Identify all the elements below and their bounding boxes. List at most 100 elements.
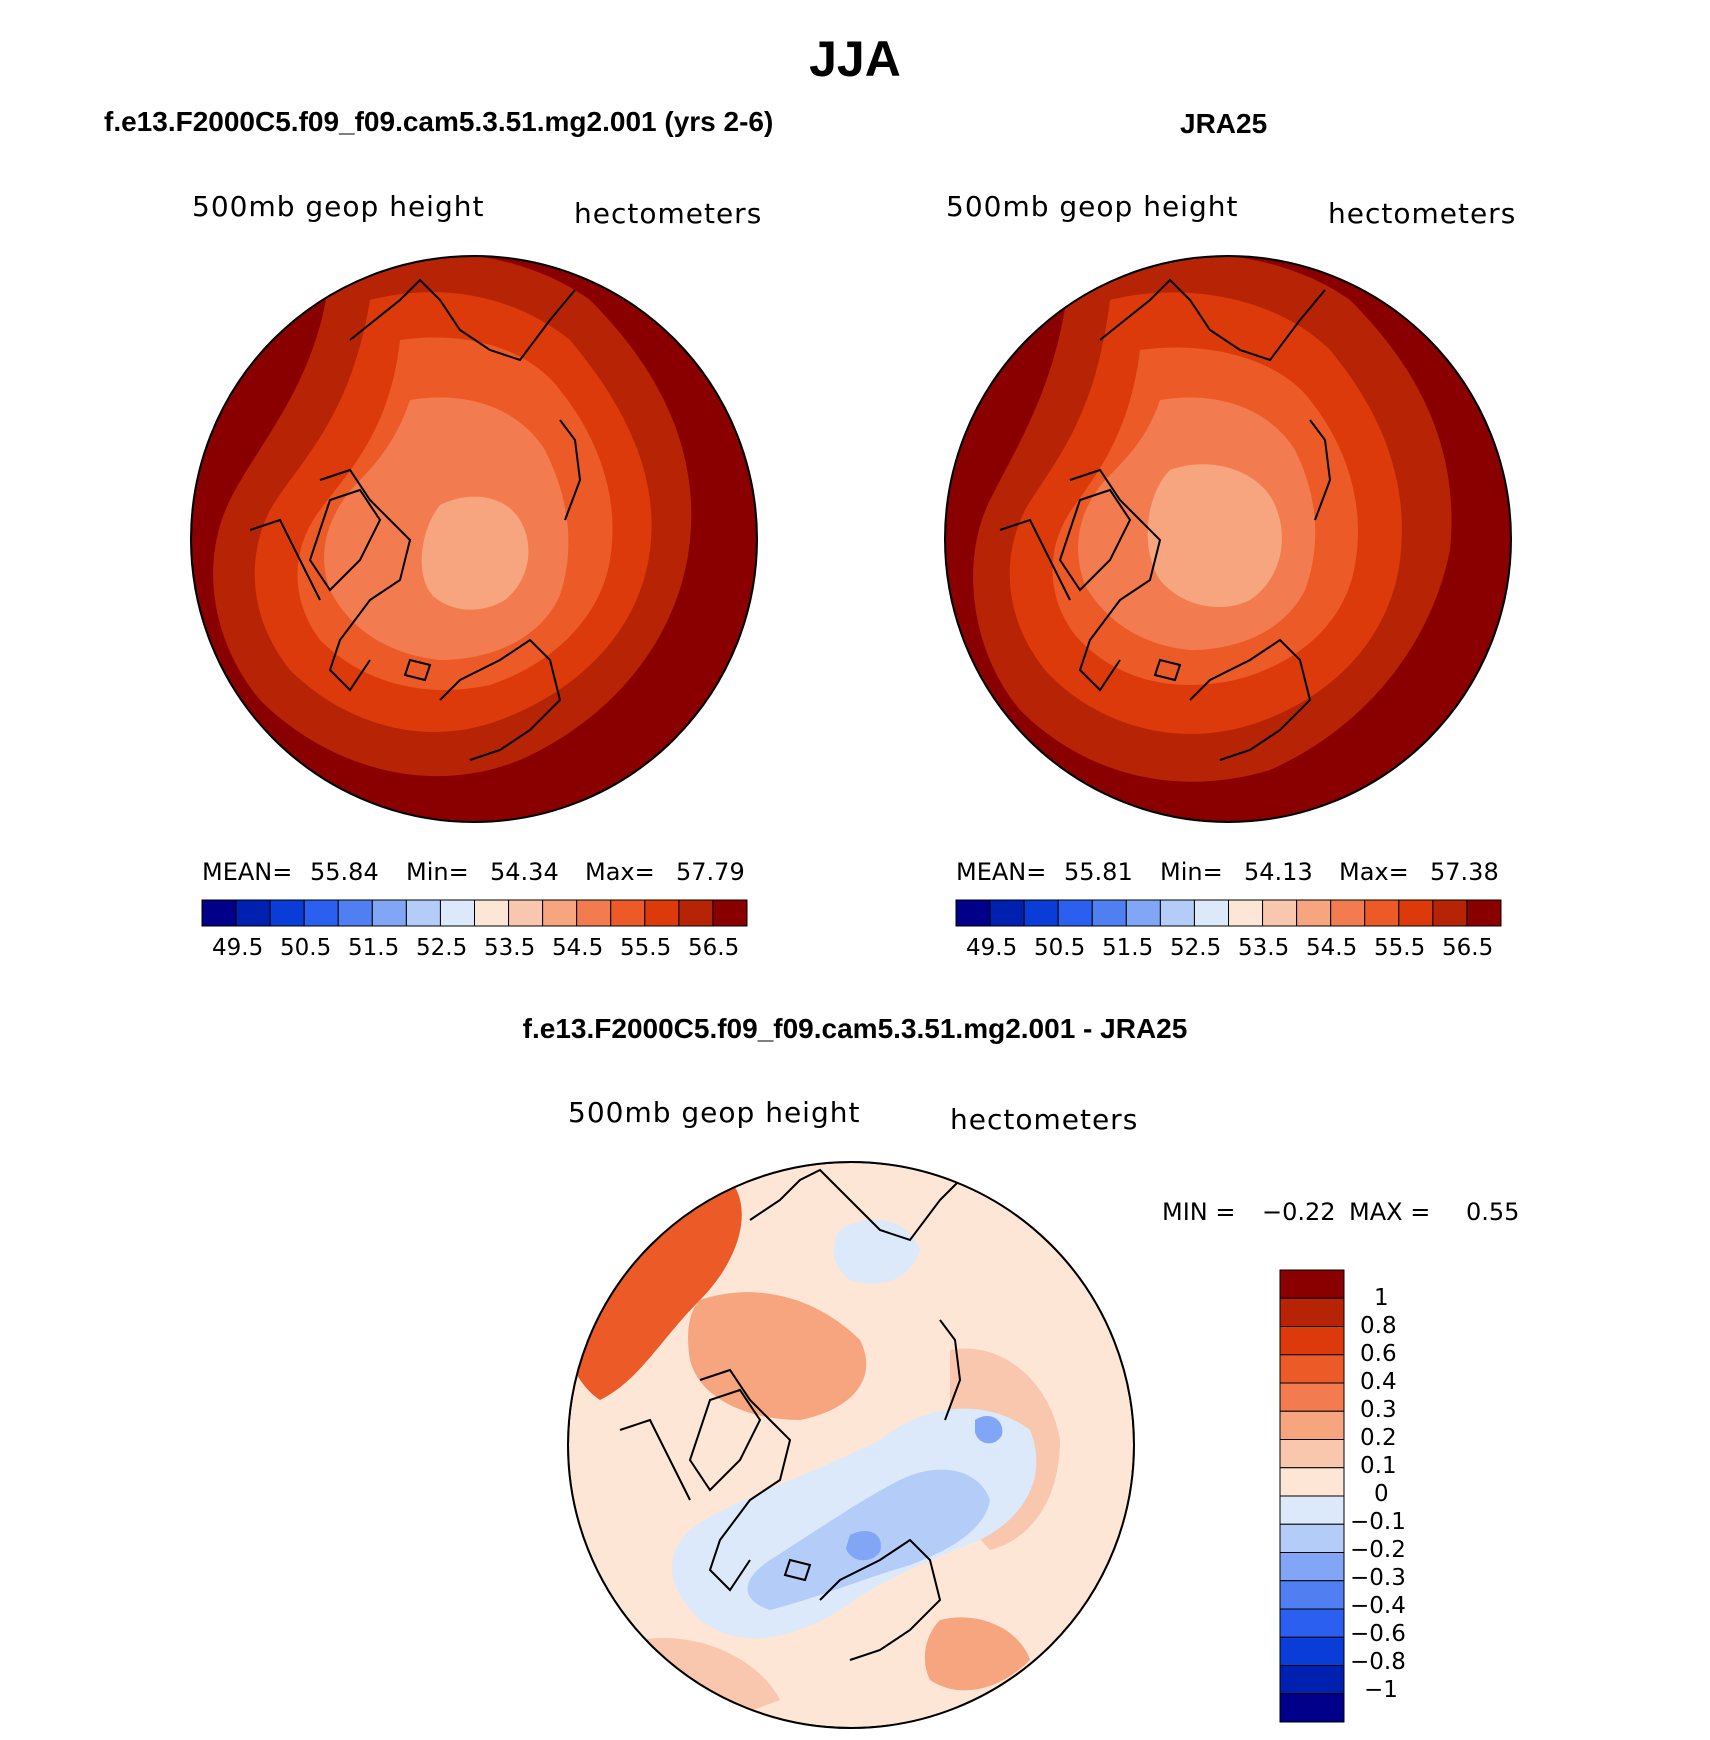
colorbar-swatch xyxy=(955,899,991,927)
contour-0.4 xyxy=(568,1170,742,1400)
colorbar-tick: 0.2 xyxy=(1360,1425,1397,1451)
colorbar-swatch xyxy=(1466,899,1502,927)
colorbar-swatch xyxy=(1432,899,1468,927)
colorbar-tick: 53.5 xyxy=(1238,935,1290,961)
colorbar-swatch xyxy=(1279,1636,1345,1666)
obs-variable-label: 500mb geop height xyxy=(946,190,1239,223)
colorbar-tick: −0.3 xyxy=(1350,1565,1406,1591)
colorbar-tick: 49.5 xyxy=(966,935,1018,961)
model-max-value: 57.79 xyxy=(676,858,745,886)
colorbar-swatch xyxy=(1125,899,1161,927)
colorbar-tick: 52.5 xyxy=(1170,935,1222,961)
obs-max-label: Max= xyxy=(1339,858,1409,886)
contour-neg-0.3 xyxy=(846,1531,881,1561)
colorbar-swatch xyxy=(1279,1439,1345,1469)
colorbar-swatch xyxy=(644,899,680,927)
colorbar-swatch xyxy=(1279,1608,1345,1638)
colorbar-swatch xyxy=(508,899,544,927)
colorbar-tick: 0.8 xyxy=(1360,1313,1397,1339)
obs-min-value: 54.13 xyxy=(1244,858,1313,886)
coastlines xyxy=(999,278,1332,761)
model-map-border xyxy=(190,255,758,823)
colorbar-tick: 56.5 xyxy=(688,935,740,961)
colorbar-tick: 55.5 xyxy=(1374,935,1426,961)
model-mean-value: 55.84 xyxy=(310,858,379,886)
colorbar-tick: 54.5 xyxy=(1306,935,1358,961)
diff-min-value: −0.22 xyxy=(1262,1198,1336,1226)
colorbar-tick: 1 xyxy=(1374,1285,1389,1311)
colorbar-swatch xyxy=(235,899,271,927)
obs-map xyxy=(945,256,1511,822)
colorbar-swatch xyxy=(1279,1693,1345,1723)
model-min-label: Min= xyxy=(406,858,469,886)
diff-map-border xyxy=(567,1161,1135,1729)
colorbar-swatch xyxy=(1279,1552,1345,1582)
colorbar-swatch xyxy=(678,899,714,927)
diff-colorbar xyxy=(1279,1269,1345,1723)
colorbar-swatch xyxy=(1279,1580,1345,1610)
colorbar-tick: 55.5 xyxy=(620,935,672,961)
model-max-label: Max= xyxy=(585,858,655,886)
contour-0.2 xyxy=(688,1292,867,1420)
colorbar-tick: 49.5 xyxy=(212,935,264,961)
colorbar-tick: 0.1 xyxy=(1360,1453,1397,1479)
model-units-label: hectometers xyxy=(574,197,763,230)
colorbar-swatch xyxy=(1279,1326,1345,1356)
colorbar-tick: 50.5 xyxy=(1034,935,1086,961)
colorbar-tick: 52.5 xyxy=(416,935,468,961)
diff-units-label: hectometers xyxy=(950,1103,1139,1136)
model-min-value: 54.34 xyxy=(490,858,559,886)
colorbar-tick: 54.5 xyxy=(552,935,604,961)
colorbar-swatch xyxy=(1296,899,1332,927)
colorbar-tick: 0.3 xyxy=(1360,1397,1397,1423)
diff-min-label: MIN = xyxy=(1162,1198,1236,1226)
model-mean-label: MEAN= xyxy=(202,858,293,886)
model-colorbar xyxy=(201,899,748,927)
colorbar-swatch xyxy=(1279,1382,1345,1412)
diff-max-value: 0.55 xyxy=(1466,1198,1520,1226)
colorbar-swatch xyxy=(1091,899,1127,927)
colorbar-swatch xyxy=(1159,899,1195,927)
colorbar-swatch xyxy=(1330,899,1366,927)
colorbar-tick: 0.6 xyxy=(1360,1341,1397,1367)
obs-mean-label: MEAN= xyxy=(956,858,1047,886)
colorbar-tick: −0.2 xyxy=(1350,1537,1406,1563)
colorbar-swatch xyxy=(474,899,510,927)
colorbar-swatch xyxy=(1279,1495,1345,1525)
colorbar-swatch xyxy=(1279,1665,1345,1695)
colorbar-swatch xyxy=(303,899,339,927)
colorbar-tick: 51.5 xyxy=(348,935,400,961)
colorbar-swatch xyxy=(610,899,646,927)
colorbar-swatch xyxy=(1279,1297,1345,1327)
colorbar-swatch xyxy=(1193,899,1229,927)
colorbar-swatch xyxy=(1279,1354,1345,1384)
obs-panel-title: JRA25 xyxy=(1180,108,1268,139)
model-map xyxy=(191,256,757,822)
colorbar-tick: 51.5 xyxy=(1102,935,1154,961)
diff-panel-title: f.e13.F2000C5.f09_f09.cam5.3.51.mg2.001 … xyxy=(522,1013,1188,1044)
colorbar-swatch xyxy=(269,899,305,927)
colorbar-swatch xyxy=(712,899,748,927)
obs-colorbar xyxy=(955,899,1502,927)
colorbar-swatch xyxy=(1228,899,1264,927)
colorbar-tick: −1 xyxy=(1364,1677,1398,1703)
coastlines xyxy=(619,1168,962,1661)
model-panel-title: f.e13.F2000C5.f09_f09.cam5.3.51.mg2.001 … xyxy=(104,106,774,137)
obs-map-border xyxy=(944,255,1512,823)
obs-max-value: 57.38 xyxy=(1430,858,1499,886)
model-variable-label: 500mb geop height xyxy=(192,190,485,223)
contour-54 xyxy=(1147,464,1282,608)
contour-neg-0.3 xyxy=(975,1415,1003,1444)
colorbar-swatch xyxy=(439,899,475,927)
contour-54 xyxy=(421,496,529,610)
colorbar-swatch xyxy=(405,899,441,927)
colorbar-swatch xyxy=(1279,1410,1345,1440)
colorbar-swatch xyxy=(371,899,407,927)
colorbar-swatch xyxy=(1023,899,1059,927)
colorbar-swatch xyxy=(989,899,1025,927)
colorbar-tick: −0.4 xyxy=(1350,1593,1406,1619)
colorbar-tick: 53.5 xyxy=(484,935,536,961)
colorbar-swatch xyxy=(1279,1523,1345,1553)
figure-title: JJA xyxy=(809,31,901,87)
